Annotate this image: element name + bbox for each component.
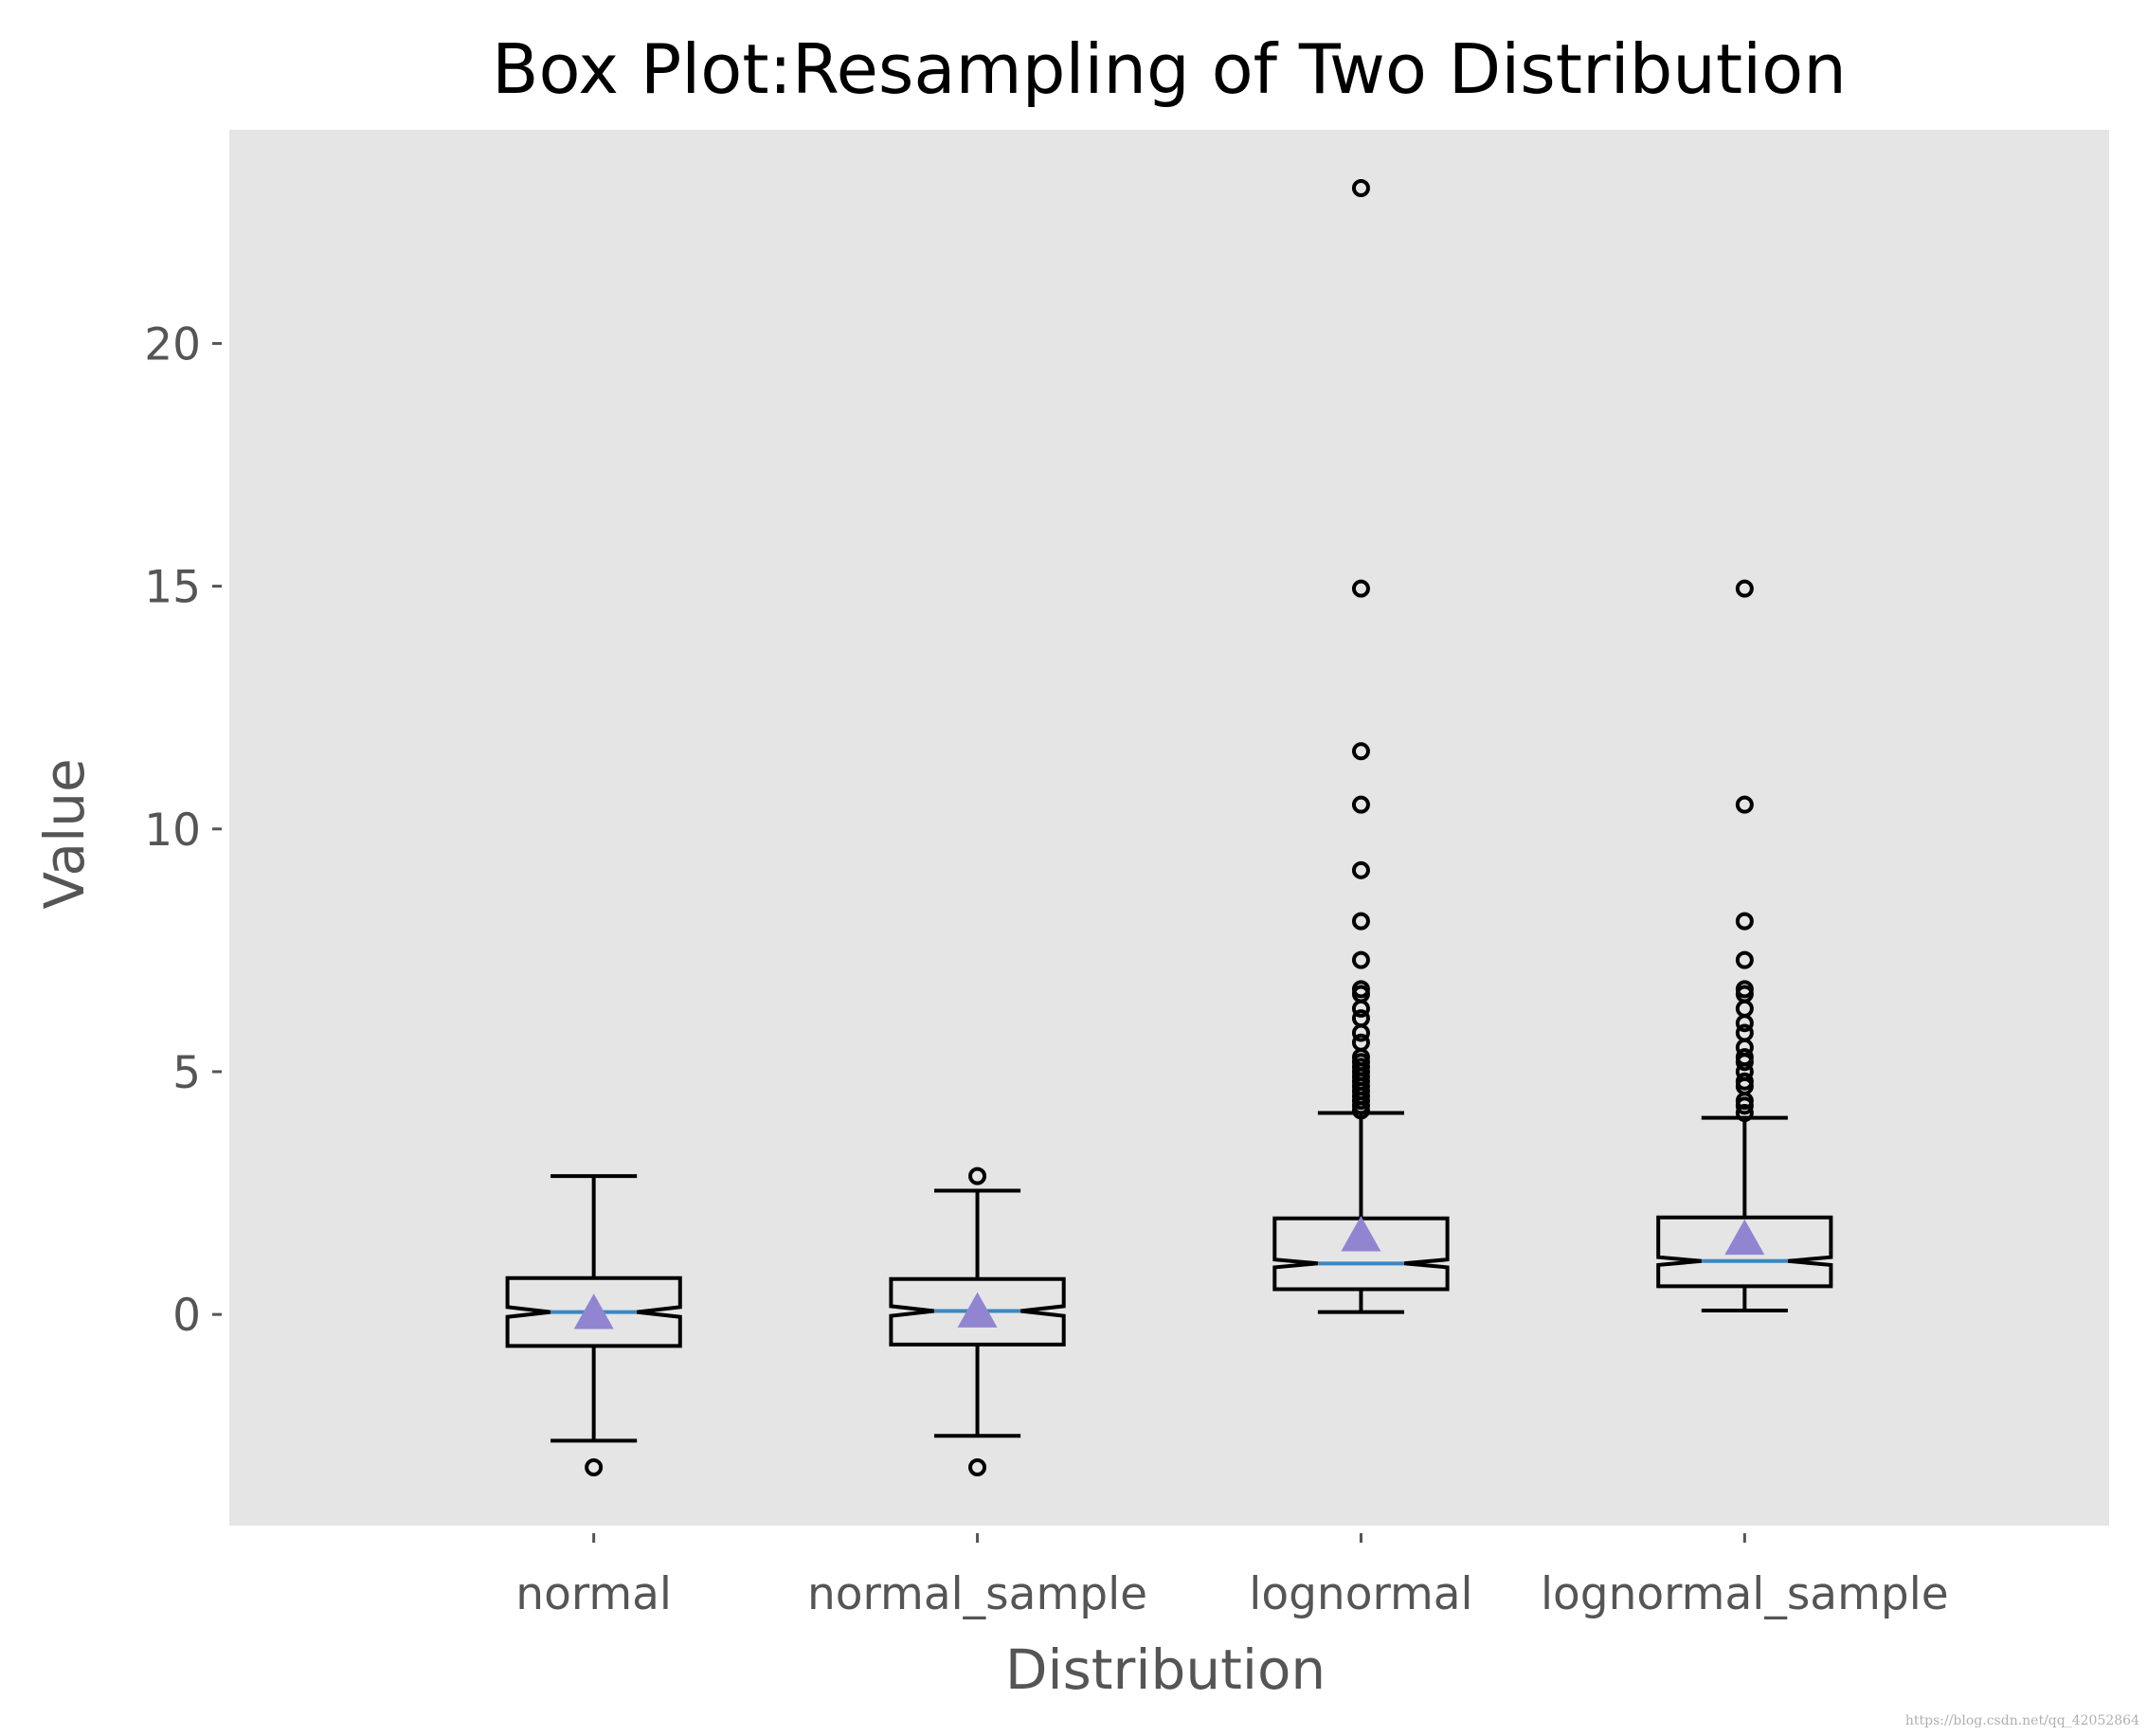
y-tick-label: 10	[144, 805, 201, 857]
outlier-point	[968, 1166, 987, 1185]
outlier-point	[1351, 860, 1370, 879]
notched-box	[1272, 1216, 1450, 1292]
outlier-point	[1735, 1104, 1754, 1123]
x-tick-label: normal	[515, 1568, 672, 1620]
outlier-point	[1351, 999, 1370, 1018]
box-group-normal	[505, 1174, 682, 1477]
outlier-point	[1735, 1096, 1754, 1115]
outlier-point	[968, 1458, 987, 1477]
box-group-normal_sample	[889, 1166, 1066, 1477]
y-axis-label: Value	[32, 758, 97, 909]
mean-marker	[573, 1293, 614, 1329]
outlier-point	[1735, 579, 1754, 598]
outlier-point	[1735, 795, 1754, 814]
mean-marker	[1341, 1216, 1381, 1252]
plot-area	[229, 130, 2109, 1526]
x-tick-label: lognormal_sample	[1541, 1568, 1949, 1620]
x-axis-label: Distribution	[1005, 1637, 1326, 1702]
watermark-text: https://blog.csdn.net/qq_42052864	[1905, 1713, 2139, 1728]
x-tick-label: normal_sample	[807, 1568, 1147, 1620]
outlier-point	[585, 1458, 604, 1477]
notched-box	[505, 1275, 682, 1348]
x-tick-label: lognormal	[1249, 1568, 1472, 1620]
outlier-point	[1351, 950, 1370, 969]
outlier-point	[1351, 579, 1370, 598]
outlier-point	[1351, 742, 1370, 761]
box-group-lognormal_sample	[1656, 579, 1833, 1313]
y-tick-label: 15	[144, 562, 201, 614]
outlier-point	[1351, 1101, 1370, 1120]
outlier-point	[1351, 1023, 1370, 1042]
mean-marker	[957, 1292, 998, 1328]
y-tick-label: 5	[172, 1047, 201, 1099]
notched-box	[889, 1276, 1066, 1347]
chart-title: Box Plot:Resampling of Two Distribution	[492, 29, 1847, 109]
outlier-point	[1735, 1014, 1754, 1033]
outlier-point	[1351, 795, 1370, 814]
outlier-point	[1735, 912, 1754, 931]
outlier-point	[1735, 1053, 1754, 1072]
box-group-lognormal	[1272, 178, 1450, 1314]
outlier-point	[1351, 912, 1370, 931]
mean-marker	[1724, 1219, 1765, 1256]
y-tick-label: 20	[144, 318, 201, 371]
y-tick-label: 0	[172, 1290, 201, 1342]
outlier-point	[1735, 950, 1754, 969]
outlier-point	[1351, 178, 1370, 197]
notched-box	[1656, 1215, 1833, 1289]
